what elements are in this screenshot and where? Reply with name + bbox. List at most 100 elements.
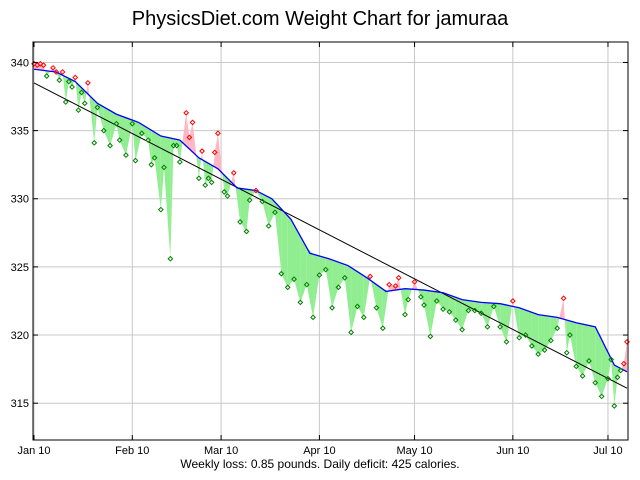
below-average-fill — [89, 95, 95, 143]
above-average-point — [230, 169, 237, 176]
above-average-fill — [192, 122, 197, 156]
below-average-fill — [211, 165, 214, 183]
below-average-fill — [141, 124, 149, 141]
above-average-fill — [414, 281, 418, 290]
below-average-point — [278, 270, 285, 277]
below-average-fill — [487, 302, 494, 327]
below-average-point — [205, 175, 212, 182]
axes: 340 335 330 325 320 315 Jan 10 Feb 10 Mar 10 Apr … — [11, 42, 628, 457]
below-average-point — [62, 99, 69, 105]
below-average-point — [579, 373, 586, 379]
below-average-point — [379, 325, 386, 332]
below-average-point — [554, 325, 561, 332]
below-average-fill — [582, 324, 589, 376]
below-average-point — [373, 304, 380, 311]
below-average-fill — [176, 139, 180, 162]
below-average-point — [528, 343, 535, 349]
below-average-point — [440, 306, 446, 313]
below-average-point — [69, 84, 75, 90]
below-average-point — [541, 347, 548, 353]
below-average-fill — [449, 295, 456, 321]
below-average-point — [316, 272, 323, 278]
below-average-fill — [119, 115, 126, 156]
above-average-point — [85, 79, 91, 86]
below-average-point — [497, 323, 504, 330]
below-average-point — [484, 323, 491, 330]
y-tick-label: 315 — [11, 398, 29, 410]
below-average-fill — [550, 316, 558, 341]
data-markers — [31, 60, 630, 409]
below-average-point — [167, 255, 174, 262]
below-average-fill — [500, 303, 507, 342]
below-average-point — [535, 351, 542, 358]
below-average-point — [446, 308, 453, 315]
above-average-point — [40, 62, 47, 69]
deviation-fills — [34, 63, 627, 406]
below-average-point — [78, 89, 85, 96]
below-average-point — [522, 332, 529, 338]
below-average-fill — [405, 288, 409, 315]
below-average-fill — [382, 289, 389, 329]
below-average-fill — [400, 288, 406, 315]
above-average-fill — [233, 172, 236, 186]
below-average-point — [107, 142, 114, 149]
below-average-point — [81, 100, 88, 107]
grid — [33, 42, 628, 440]
above-average-point — [392, 283, 399, 289]
below-average-fill — [319, 255, 326, 276]
below-average-point — [221, 189, 228, 195]
below-average-point — [608, 356, 615, 363]
below-average-fill — [344, 264, 352, 333]
below-average-fill — [154, 132, 161, 210]
x-tick-label: Mar 10 — [204, 445, 238, 457]
below-average-fill — [249, 189, 256, 201]
below-average-fill — [313, 254, 320, 318]
above-average-point — [186, 134, 193, 141]
above-average-fill — [186, 112, 190, 149]
above-average-point — [386, 281, 393, 288]
above-average-fill — [563, 298, 565, 320]
below-average-point — [573, 363, 580, 370]
below-average-fill — [205, 161, 209, 186]
below-average-fill — [116, 114, 120, 141]
below-average-point — [129, 120, 136, 127]
below-average-fill — [338, 262, 345, 288]
below-average-point — [592, 379, 599, 386]
below-average-fill — [357, 271, 364, 318]
above-average-fill — [213, 152, 215, 167]
below-average-point — [348, 329, 355, 336]
below-average-fill — [148, 128, 152, 165]
below-average-point — [202, 182, 209, 189]
below-average-point — [161, 164, 167, 171]
below-average-point — [614, 374, 621, 381]
below-average-fill — [601, 339, 608, 397]
above-average-point — [53, 69, 60, 75]
below-average-fill — [513, 306, 520, 338]
below-average-point — [291, 276, 297, 283]
below-average-fill — [281, 208, 288, 288]
below-average-fill — [135, 121, 142, 161]
y-tick-label: 330 — [11, 194, 29, 206]
below-average-point — [322, 266, 329, 273]
above-average-fill — [231, 172, 234, 185]
above-average-fill — [86, 82, 88, 94]
above-average-point — [50, 64, 56, 71]
below-average-point — [490, 303, 497, 310]
x-tick-label: Jun 10 — [496, 445, 529, 457]
below-average-point — [43, 73, 50, 79]
below-average-point — [265, 223, 272, 229]
below-average-point — [516, 334, 523, 341]
y-tick-label: 340 — [11, 57, 29, 69]
below-average-point — [116, 137, 123, 144]
above-average-point — [189, 119, 196, 126]
below-average-point — [417, 293, 424, 300]
below-average-fill — [408, 288, 412, 300]
below-average-fill — [493, 303, 501, 327]
below-average-point — [145, 137, 152, 144]
x-tick-label: Jan 10 — [17, 445, 50, 457]
below-average-point — [341, 274, 348, 281]
above-average-point — [37, 60, 44, 67]
below-average-point — [123, 152, 129, 159]
above-average-fill — [214, 133, 218, 169]
